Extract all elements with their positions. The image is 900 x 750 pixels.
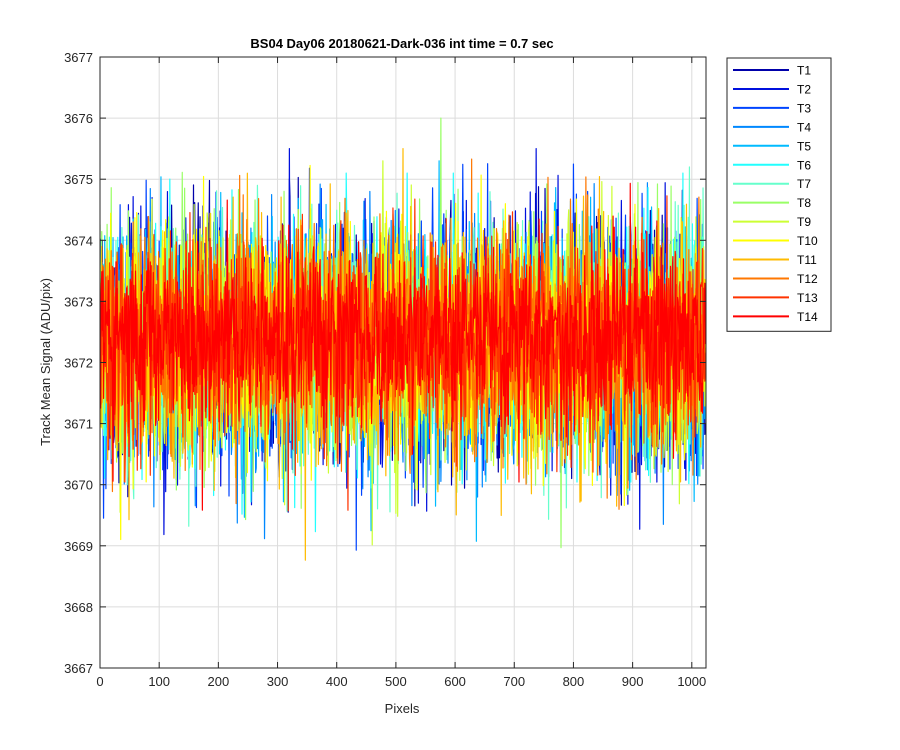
legend-label-t4: T4 (797, 120, 811, 134)
y-tick-label: 3672 (64, 356, 93, 371)
legend-label-t10: T10 (797, 234, 818, 248)
y-tick-label: 3675 (64, 172, 93, 187)
x-tick-label: 600 (444, 674, 466, 689)
y-tick-label: 3668 (64, 600, 93, 615)
legend-label-t14: T14 (797, 310, 818, 324)
legend-label-t7: T7 (797, 177, 811, 191)
series-group (100, 117, 706, 561)
x-tick-label: 0 (96, 674, 103, 689)
x-tick-label: 1000 (677, 674, 706, 689)
y-tick-label: 3673 (64, 294, 93, 309)
x-tick-label: 900 (622, 674, 644, 689)
x-tick-label: 300 (267, 674, 289, 689)
legend-label-t13: T13 (797, 291, 818, 305)
legend-label-t9: T9 (797, 215, 811, 229)
plot-area: 0 100 200 300 400 500 600 700 800 900 1000 3667 3668… (64, 50, 707, 689)
x-axis-label: Pixels (385, 701, 420, 716)
y-tick-label: 3671 (64, 417, 93, 432)
legend-label-t11: T11 (797, 253, 817, 267)
y-axis-label: Track Mean Signal (ADU/pix) (38, 278, 53, 446)
legend-box (726, 57, 832, 332)
y-tick-label: 3670 (64, 478, 93, 493)
x-tick-label: 400 (326, 674, 348, 689)
legend-label-t6: T6 (797, 158, 811, 172)
x-tick-label: 200 (208, 674, 230, 689)
y-tick-label: 3674 (64, 233, 93, 248)
legend-label-t12: T12 (797, 272, 818, 286)
y-tick-label: 3677 (64, 50, 93, 65)
series-line-t14 (100, 182, 706, 511)
y-tick-label: 3667 (64, 661, 93, 676)
legend-label-t3: T3 (797, 101, 811, 115)
x-tick-label: 700 (503, 674, 525, 689)
legend-label-t2: T2 (797, 82, 811, 96)
legend-label-t1: T1 (797, 64, 811, 78)
x-tick-label: 100 (148, 674, 170, 689)
y-tick-label: 3676 (64, 111, 93, 126)
x-tick-label: 800 (563, 674, 585, 689)
chart-title: BS04 Day06 20180621-Dark-036 int time = … (250, 36, 553, 51)
legend: T1 T2 T3 T4 T5 T6 T7 T8 T9 T10 T11 T12 T13 T14 (726, 57, 832, 332)
legend-label-t5: T5 (797, 139, 811, 153)
y-tick-label: 3669 (64, 539, 93, 554)
legend-label-t8: T8 (797, 196, 811, 210)
x-tick-label: 500 (385, 674, 407, 689)
